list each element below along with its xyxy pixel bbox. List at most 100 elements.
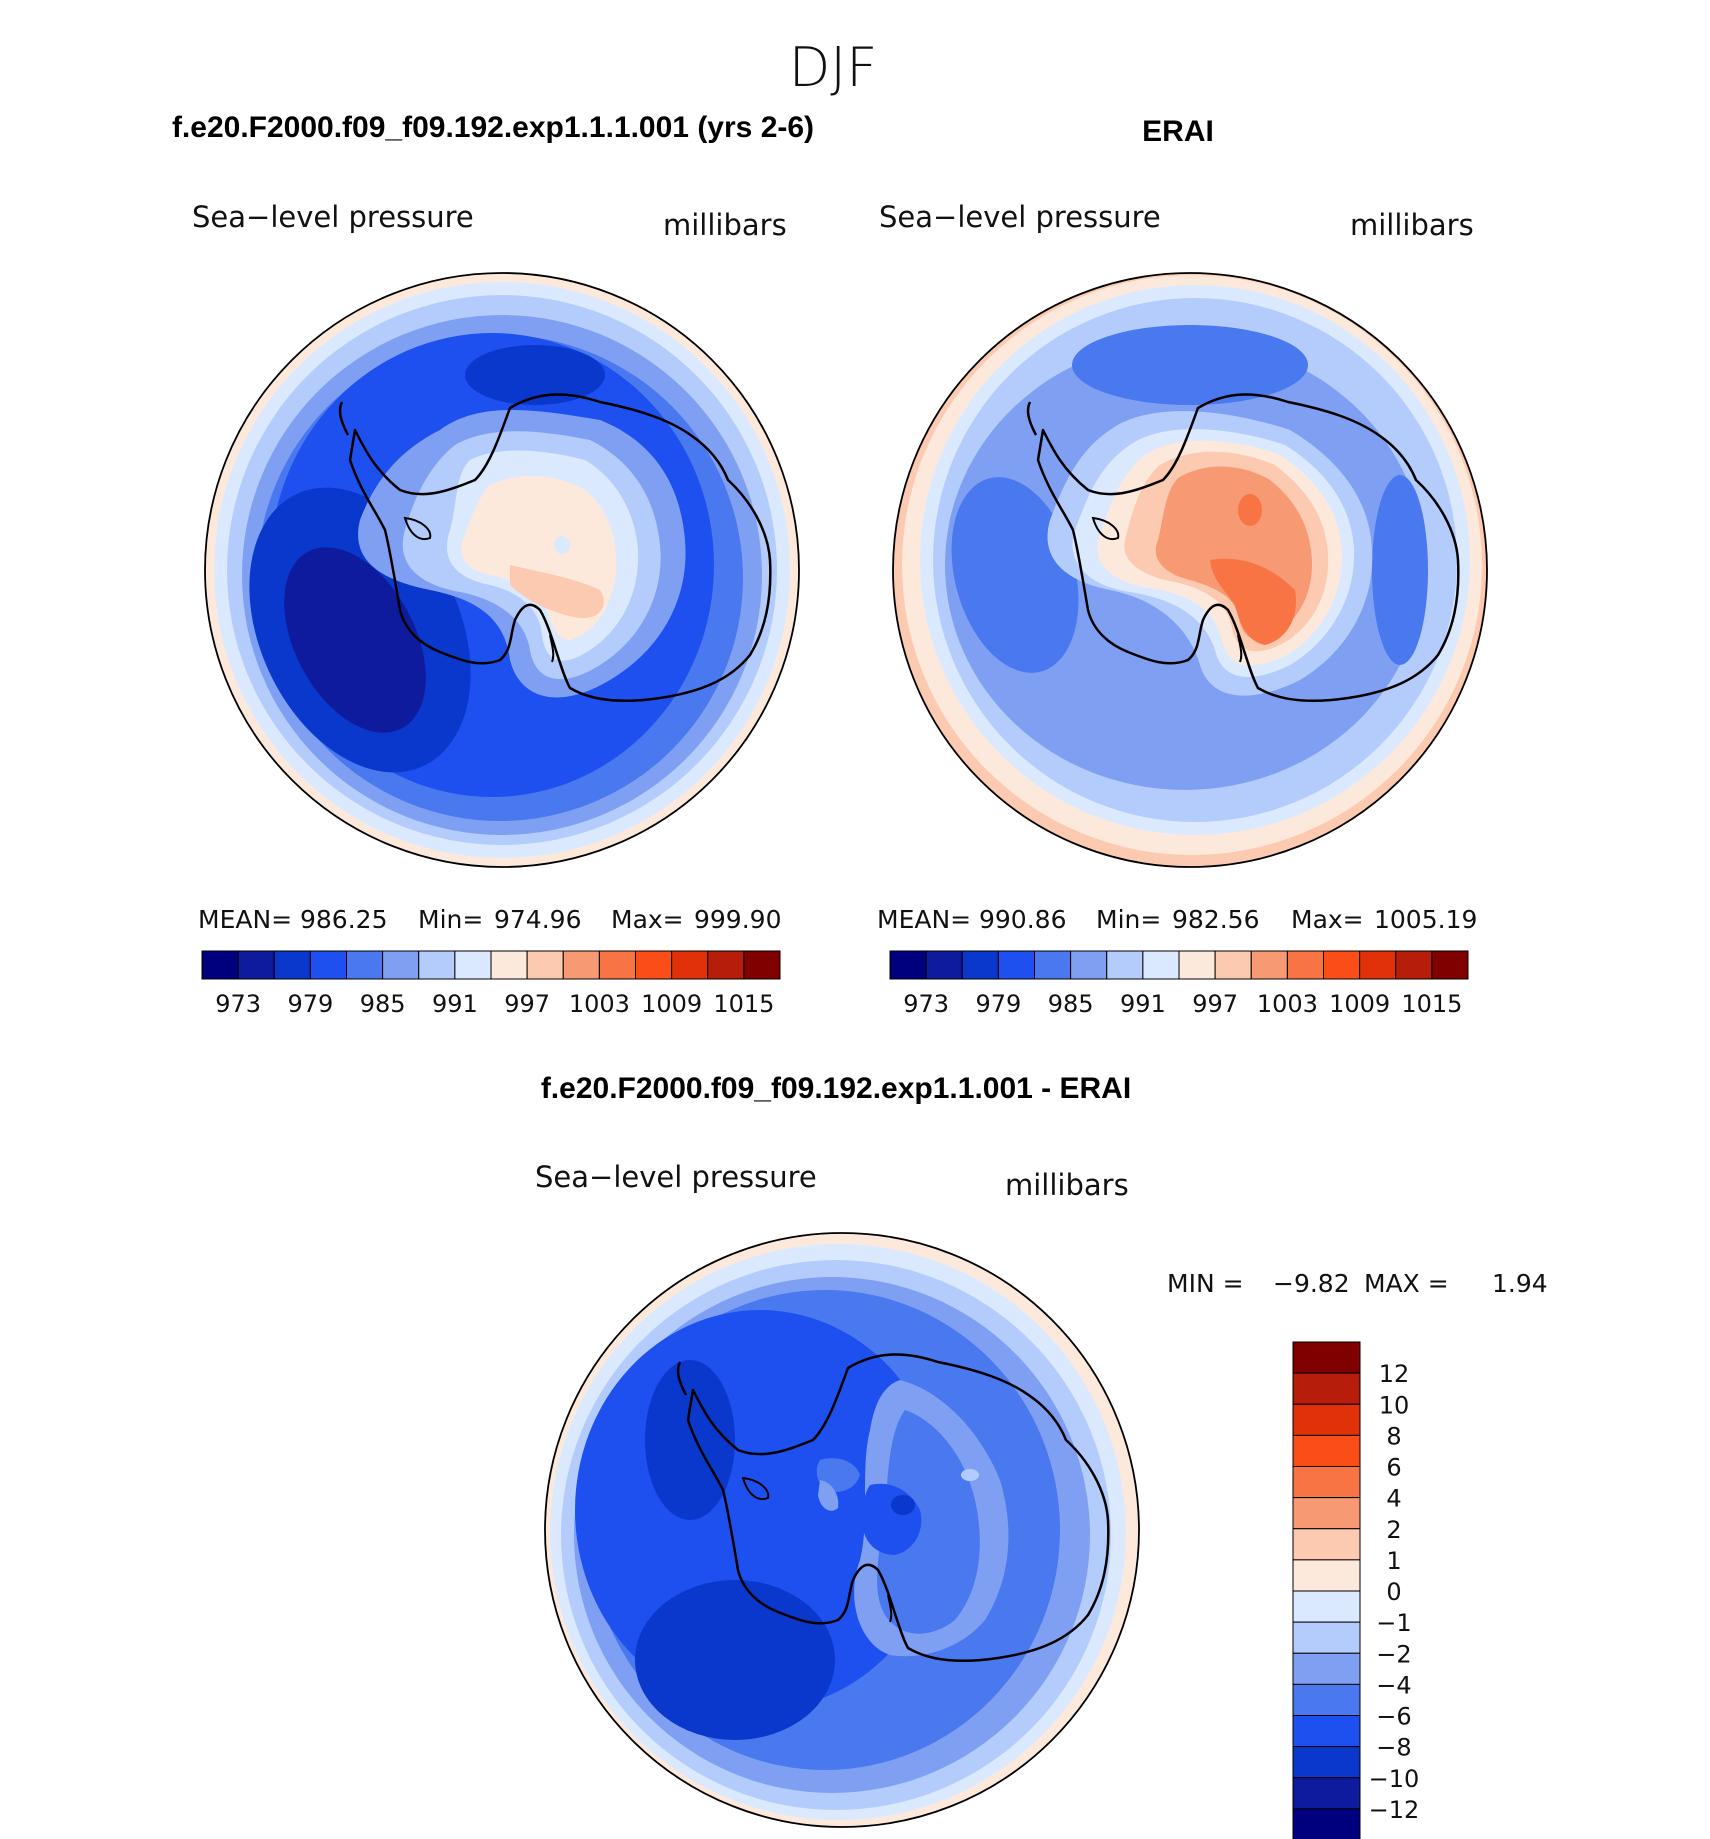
panel-difference-max-value: 1.94 [1492, 1269, 1548, 1298]
panel-model-colorbar-tick-label: 973 [215, 990, 261, 1018]
panel-difference-colorbar-swatch [1292, 1466, 1361, 1499]
panel-erai-colorbar-swatch [1214, 950, 1252, 980]
panel-model-colorbar-swatch [707, 950, 745, 980]
panel-erai-colorbar-swatch [1359, 950, 1397, 980]
panel-difference-title: f.e20.F2000.f09_f09.192.exp1.1.001 - ERA… [541, 1072, 1131, 1105]
panel-difference-colorbar-tick-label: −8 [1376, 1734, 1411, 1762]
panel-model-colorbar-tick-label: 991 [432, 990, 478, 1018]
panel-difference-colorbar-tick-label: −12 [1369, 1796, 1420, 1824]
panel-erai-colorbar-swatch [889, 950, 927, 980]
panel-difference-colorbar-swatch [1292, 1559, 1361, 1592]
panel-erai-colorbar-swatch [1106, 950, 1144, 980]
panel-model-colorbar-swatch [598, 950, 636, 980]
panel-erai-colorbar-tick-label: 1009 [1329, 990, 1390, 1018]
panel-model-colorbar-tick-label: 1009 [641, 990, 702, 1018]
panel-model-colorbar-swatch [237, 950, 275, 980]
panel-erai-colorbar-swatch [1178, 950, 1216, 980]
panel-model-colorbar-tick-label: 979 [287, 990, 333, 1018]
panel-difference-colorbar-swatch [1292, 1652, 1361, 1685]
panel-model-colorbar-swatch [309, 950, 347, 980]
panel-erai-colorbar-tick-label: 991 [1120, 990, 1166, 1018]
panel-model-min-value: 974.96 [494, 905, 581, 934]
panel-erai-min-value: 982.56 [1172, 905, 1259, 934]
panel-erai-max-label: Max= [1291, 905, 1364, 934]
panel-difference-colorbar-tick-label: 10 [1379, 1391, 1410, 1419]
panel-model-map-boundary [204, 272, 800, 868]
panel-difference-variable-label: Sea−level pressure [535, 1160, 817, 1194]
panel-model-colorbar-tick-label: 985 [360, 990, 406, 1018]
panel-erai-colorbar-swatch [1323, 950, 1361, 980]
panel-erai-colorbar-swatch [1286, 950, 1324, 980]
panel-erai-colorbar: 973 979 985 991 997 1003 1009 1015 [889, 950, 1469, 1018]
panel-erai-colorbar-swatch [1070, 950, 1108, 980]
panel-model-title: f.e20.F2000.f09_f09.192.exp1.1.1.001 (yr… [172, 111, 814, 144]
panel-erai-map-boundary [892, 272, 1488, 868]
panel-erai-variable-label: Sea−level pressure [879, 200, 1161, 234]
panel-model-colorbar-swatch [418, 950, 456, 980]
panel-difference-colorbar-swatch [1292, 1746, 1361, 1779]
panel-model-mean-value: 986.25 [300, 905, 387, 934]
panel-difference-colorbar-tick-label: 6 [1386, 1454, 1401, 1482]
panel-erai-colorbar-tick-label: 979 [975, 990, 1021, 1018]
panel-model-colorbar-swatch [490, 950, 528, 980]
panel-difference-colorbar-tick-label: −1 [1376, 1609, 1411, 1637]
panel-erai-colorbar-tick-label: 973 [903, 990, 949, 1018]
panel-erai-mean-label: MEAN= [877, 905, 971, 934]
panel-erai-units-label: millibars [1350, 208, 1474, 242]
panel-difference-colorbar-tick-label: 1 [1386, 1547, 1401, 1575]
panel-difference-colorbar-swatch [1292, 1777, 1361, 1810]
panel-difference-colorbar-tick-label: 0 [1386, 1578, 1401, 1606]
panel-model-colorbar-tick-label: 997 [504, 990, 550, 1018]
panel-difference-min-value: −9.82 [1273, 1269, 1350, 1298]
panel-difference-colorbar-swatch [1292, 1621, 1361, 1654]
panel-difference-max-label: MAX = [1364, 1269, 1449, 1298]
panel-model-colorbar-swatch [201, 950, 239, 980]
panel-difference-colorbar-tick-label: 2 [1386, 1516, 1401, 1544]
panel-model-colorbar-swatch [454, 950, 492, 980]
panel-difference-colorbar-swatch [1292, 1715, 1361, 1748]
panel-model-colorbar: 973 979 985 991 997 1003 1009 1015 [201, 950, 781, 1018]
panel-erai-title: ERAI [1142, 115, 1214, 148]
panel-model-polar-map [205, 273, 799, 867]
panel-erai-colorbar-tick-label: 985 [1048, 990, 1094, 1018]
panel-erai-max-value: 1005.19 [1374, 905, 1477, 934]
panel-model-max-value: 999.90 [694, 905, 781, 934]
panel-model-min-label: Min= [418, 905, 483, 934]
panel-difference-colorbar-tick-label: 12 [1379, 1360, 1410, 1388]
panel-model-max-label: Max= [611, 905, 684, 934]
panel-erai-colorbar-swatch [961, 950, 999, 980]
panel-model-colorbar-swatch [273, 950, 311, 980]
panel-erai-colorbar-tick-label: 997 [1192, 990, 1238, 1018]
panel-model: f.e20.F2000.f09_f09.192.exp1.1.1.001 (yr… [172, 111, 814, 1018]
panel-model-colorbar-tick-label: 1015 [713, 990, 774, 1018]
panel-difference-colorbar-swatch [1292, 1341, 1361, 1374]
panel-model-colorbar-swatch [671, 950, 709, 980]
panel-erai-colorbar-tick-label: 1015 [1401, 990, 1462, 1018]
panel-difference-stats: MIN = −9.82 MAX = 1.94 [1167, 1269, 1548, 1298]
panel-difference-colorbar-tick-label: 8 [1386, 1422, 1401, 1450]
panel-difference-colorbar-swatch [1292, 1528, 1361, 1561]
panel-difference-colorbar-swatch [1292, 1434, 1361, 1467]
panel-model-colorbar-swatch [346, 950, 384, 980]
panel-model-colorbar-swatch [635, 950, 673, 980]
panel-difference-colorbar-swatch [1292, 1372, 1361, 1405]
panel-difference-polar-map [545, 1233, 1139, 1827]
panel-difference-min-label: MIN = [1167, 1269, 1244, 1298]
panel-erai-colorbar-swatch [1395, 950, 1433, 980]
panel-erai-mean-value: 990.86 [979, 905, 1066, 934]
panel-erai-colorbar-swatch [1034, 950, 1072, 980]
panel-model-colorbar-swatch [743, 950, 781, 980]
panel-erai-colorbar-swatch [1250, 950, 1288, 980]
panel-erai-min-label: Min= [1096, 905, 1161, 934]
panel-erai-colorbar-tick-label: 1003 [1257, 990, 1318, 1018]
panel-difference-colorbar-swatch [1292, 1590, 1361, 1623]
panel-difference-colorbar-tick-label: −4 [1376, 1671, 1411, 1699]
panel-difference-units-label: millibars [1005, 1168, 1129, 1202]
panel-difference-colorbar-tick-label: −10 [1369, 1765, 1420, 1793]
panel-difference-colorbar-swatch [1292, 1683, 1361, 1716]
panel-difference-colorbar-tick-label: 4 [1386, 1485, 1401, 1513]
panel-difference-colorbar-swatch [1292, 1808, 1361, 1839]
panel-erai-polar-map [893, 273, 1487, 867]
